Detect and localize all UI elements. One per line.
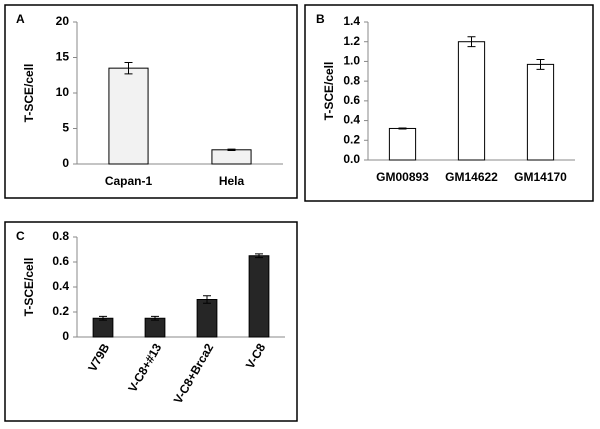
y-tick-label: 0.2 <box>52 304 69 318</box>
panel-frame <box>4 221 298 422</box>
y-tick-label: 0.6 <box>52 254 69 268</box>
y-tick-label: 0.4 <box>343 113 360 127</box>
x-tick-label: GM14622 <box>445 170 498 184</box>
y-tick-label: 0 <box>62 329 69 343</box>
y-tick-label: 0.6 <box>343 93 360 107</box>
error-bar <box>536 58 545 70</box>
bar <box>248 255 270 338</box>
bar <box>144 317 166 338</box>
bar <box>196 299 218 338</box>
y-tick-label: 0.0 <box>343 152 360 166</box>
y-axis-label: T-SCE/cell <box>22 64 36 123</box>
bar <box>457 41 486 161</box>
x-tick-label: V-C8+Brca2 <box>171 341 217 406</box>
error-bar <box>151 315 159 321</box>
bar <box>526 63 555 161</box>
y-tick-label: 0.8 <box>343 73 360 87</box>
y-tick-label: 10 <box>56 85 70 99</box>
y-tick-label: 1.4 <box>343 14 360 28</box>
y-tick-label: 0.4 <box>52 279 69 293</box>
bar <box>388 127 417 161</box>
y-axis-label: T-SCE/cell <box>22 258 36 317</box>
panel-label: B <box>316 12 325 26</box>
x-tick-label: GM14170 <box>514 170 567 184</box>
error-bar <box>398 127 407 130</box>
error-bar <box>99 315 107 321</box>
x-tick-label: GM00893 <box>376 170 429 184</box>
x-tick-label: V79B <box>85 341 112 374</box>
y-tick-label: 0 <box>62 156 69 170</box>
error-bar <box>203 295 211 304</box>
y-tick-label: 1.0 <box>343 54 360 68</box>
error-bar <box>255 253 263 259</box>
y-tick-label: 0.8 <box>52 229 69 243</box>
bar <box>108 67 149 165</box>
x-tick-label: Capan-1 <box>105 174 153 188</box>
bar <box>92 317 114 338</box>
y-tick-label: 0.2 <box>343 132 360 146</box>
panel-frame <box>4 4 298 199</box>
error-bar <box>124 61 133 75</box>
bar <box>211 149 252 165</box>
error-bar <box>227 148 236 152</box>
error-bar <box>467 36 476 48</box>
panel-label: C <box>16 229 25 243</box>
x-tick-label: V-C8 <box>243 341 269 371</box>
y-tick-label: 1.2 <box>343 34 360 48</box>
panel-frame <box>304 4 594 202</box>
x-tick-label: Hela <box>219 174 245 188</box>
y-axis-label: T-SCE/cell <box>322 62 336 121</box>
y-tick-label: 15 <box>56 50 70 64</box>
panel-label: A <box>16 12 25 26</box>
x-tick-label: V-C8+#13 <box>125 341 164 395</box>
y-tick-label: 5 <box>62 121 69 135</box>
y-tick-label: 20 <box>56 14 70 28</box>
